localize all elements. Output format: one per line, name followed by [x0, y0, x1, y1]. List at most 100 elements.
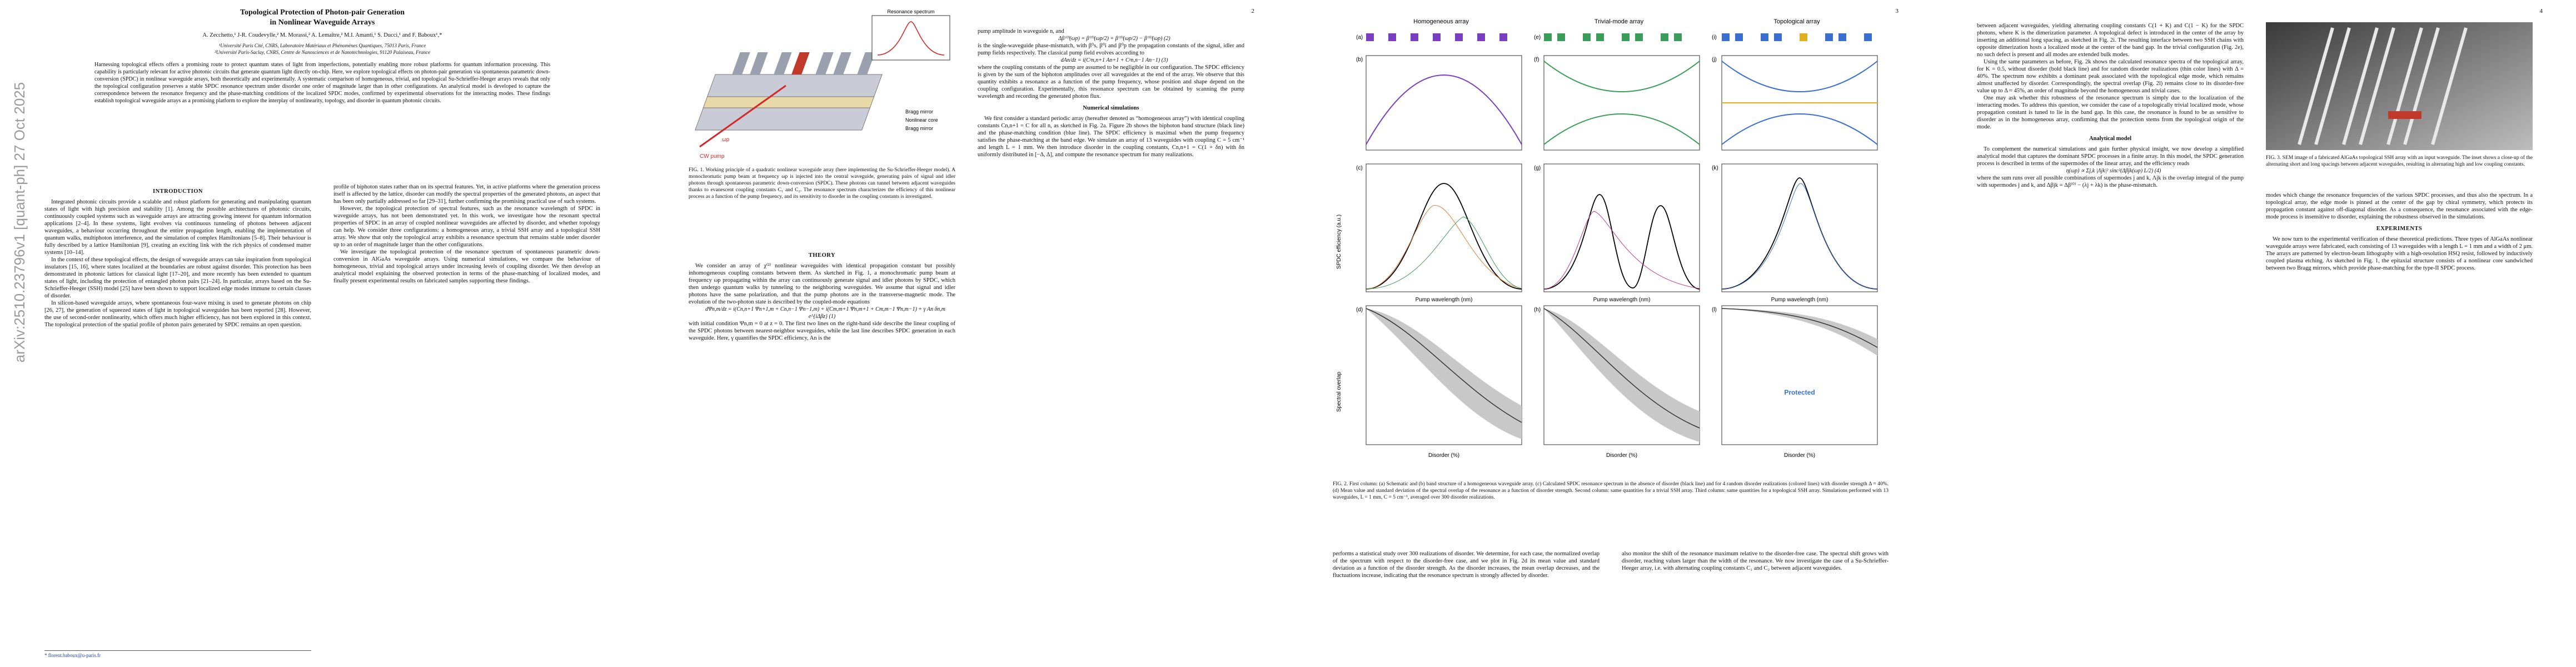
panel-label: (k): [1712, 165, 1718, 171]
shape: [1722, 33, 1730, 41]
shape: [1366, 33, 1374, 41]
subsection-heading: Analytical model: [2089, 136, 2132, 142]
paragraph: We consider an array of χ⁽²⁾ nonlinear w…: [689, 263, 955, 305]
paragraph: between adjacent waveguides, yielding al…: [1977, 23, 2244, 58]
shape: [1433, 33, 1441, 41]
section-heading: EXPERIMENTS: [2376, 226, 2423, 232]
column: INTRODUCTION Integrated photonic circuit…: [44, 183, 311, 650]
fig-column: Trivial-mode array (e) (f) (g) (h) Disor…: [1534, 18, 1700, 459]
axis-label: Pump wavelength (nm): [1593, 297, 1651, 303]
panel-frame: [1543, 305, 1700, 445]
paragraph: performs a statistical study over 300 re…: [1333, 551, 1600, 579]
column: profile of biphoton states rather than o…: [333, 183, 600, 661]
shape: [2386, 27, 2423, 145]
mean-line: [1543, 308, 1700, 429]
paragraph: To complement the numerical simulations …: [1977, 146, 2244, 167]
paragraph: with initial condition Ψn,m = 0 at z = 0…: [689, 321, 955, 341]
column-title: Topological array: [1773, 18, 1820, 25]
mean-line: [1366, 308, 1522, 423]
panel-frame: [1543, 55, 1700, 151]
spectrum: [1543, 194, 1700, 290]
equation: η(ωp) ∝ Σj,k |Λjk|² sinc²(Δβjk(ωp) L/2) …: [2066, 168, 2161, 174]
shape: [1544, 33, 1552, 41]
paragraph: We now turn to the experimental verifica…: [2266, 236, 2533, 271]
spectrum: [1721, 177, 1878, 290]
figure-2: SPDC efficiency (a.u.) Spectral overlap …: [1336, 18, 1878, 459]
paragraph: where the coupling constants of the pump…: [978, 64, 1244, 99]
panel-frame: [1721, 163, 1878, 292]
waveguide: [815, 52, 834, 74]
abstract: Harnessing topological effects offers a …: [94, 62, 550, 104]
column: pump amplitude in waveguide n, and Δβ⁽⁰⁾…: [978, 28, 1244, 661]
paragraph: We first consider a standard periodic ar…: [978, 116, 1244, 158]
annotation: Protected: [1784, 389, 1815, 396]
affiliation: ²Université Paris-Saclay, CNRS, Centre d…: [215, 49, 430, 55]
equation: dAn/dz = i(Cᵖn,n+1 An+1 + Cᵖn,n−1 An−1) …: [1060, 57, 1168, 63]
mean-line: [1721, 308, 1878, 348]
band: [1721, 61, 1878, 145]
panel-label: (h): [1534, 307, 1541, 313]
column: also monitor the shift of the resonance …: [1622, 550, 1889, 661]
page-1: arXiv:2510.23796v1 [quant-ph] 27 Oct 202…: [0, 0, 644, 667]
shape: [1635, 33, 1643, 41]
shape: [1557, 33, 1565, 41]
figure-3: [2266, 22, 2533, 150]
inset-frame: [871, 15, 950, 61]
shape: [1622, 33, 1630, 41]
figure-caption: FIG. 1. Working principle of a quadratic…: [689, 167, 955, 200]
waveguide: [833, 52, 851, 74]
column: performs a statistical study over 300 re…: [1333, 550, 1600, 661]
sem-image: [2266, 22, 2533, 150]
shape: [1774, 33, 1782, 41]
page-number: 2: [1251, 8, 1255, 14]
axis-label: Pump wavelength (nm): [1416, 297, 1473, 303]
bragg-mirror: [706, 74, 883, 97]
column: between adjacent waveguides, yielding al…: [1977, 22, 2244, 661]
shape: [1864, 33, 1872, 41]
page-4: 4 between adjacent waveguides, yielding …: [1932, 0, 2576, 667]
fig-label: Nonlinear core: [905, 117, 938, 123]
panel-frame: [1366, 163, 1522, 292]
band: [1543, 61, 1700, 145]
panel-frame: [1721, 305, 1878, 445]
page-number: 4: [2539, 8, 2543, 14]
page-3: 3 SPDC efficiency (a.u.) Spectral overla…: [1288, 0, 1932, 667]
footnote: * florent.baboux@u-paris.fr: [44, 650, 311, 658]
spectrum: [1366, 216, 1522, 290]
figure-1: CW pump ωp Bragg mirror Nonlinear core B…: [689, 8, 955, 163]
axis-label: Disorder (%): [1784, 452, 1815, 459]
column-title: Homogeneous array: [1413, 18, 1469, 25]
shape: [1838, 33, 1846, 41]
title-line: Topological Protection of Photon-pair Ge…: [240, 8, 405, 17]
affiliations: ¹Université Paris Cité, CNRS, Laboratoir…: [44, 42, 600, 56]
panel-label: (j): [1712, 57, 1717, 63]
panel-frame: [1366, 55, 1522, 151]
panel-label: (l): [1712, 307, 1717, 313]
axis-label: Disorder (%): [1428, 452, 1459, 459]
paragraph: also monitor the shift of the resonance …: [1622, 551, 1889, 571]
waveguide: [750, 52, 768, 74]
core-layer: [702, 96, 875, 108]
shape: [1455, 33, 1463, 41]
axis-label: Disorder (%): [1606, 452, 1637, 459]
waveguide: [857, 52, 875, 74]
paragraph: Using the same parameters as before, Fig…: [1977, 59, 2244, 94]
paragraph: modes which change the resonance frequen…: [2266, 192, 2533, 220]
fig-label: Resonance spectrum: [887, 9, 934, 14]
paragraph: is the single-waveguide phase-mismatch, …: [978, 43, 1244, 56]
pump-beam: [699, 84, 786, 148]
shape: [1596, 33, 1604, 41]
shape: [2359, 27, 2395, 145]
column-title: Trivial-mode array: [1595, 18, 1644, 25]
arxiv-sidebar: arXiv:2510.23796v1 [quant-ph] 27 Oct 202…: [11, 82, 28, 363]
shape: [1477, 33, 1485, 41]
fig-column: Homogeneous array (a) (b) (c) (d) Disord…: [1356, 18, 1522, 459]
shape: [1583, 33, 1591, 41]
axis-label: Spectral overlap: [1336, 371, 1342, 412]
panel-frame: [1366, 305, 1522, 445]
page-2: 2 CW pump ωp Bragg mirror Nonlinear core…: [644, 0, 1288, 667]
panel-label: (d): [1356, 307, 1363, 313]
spectrum: [1366, 205, 1522, 290]
paragraph: Integrated photonic circuits provide a s…: [44, 199, 311, 256]
